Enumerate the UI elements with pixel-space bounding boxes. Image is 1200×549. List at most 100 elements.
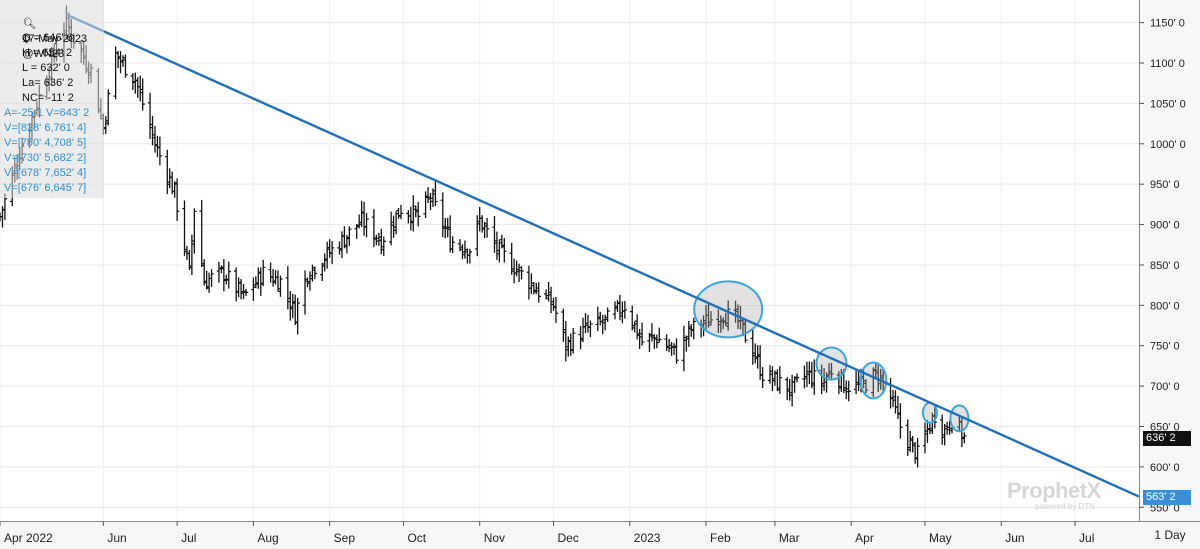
info-v5: V=[676' 6,645' 7] xyxy=(4,182,87,194)
brand-tagline: powered by DTN xyxy=(1035,502,1096,511)
price-bar xyxy=(152,125,158,153)
price-bar xyxy=(460,244,465,260)
info-date: 🔍︎ 17-May-2023 xyxy=(22,17,88,46)
price-bar xyxy=(174,178,180,221)
price-bar xyxy=(342,226,347,249)
price-bar xyxy=(743,319,748,343)
price-bar xyxy=(170,171,175,195)
price-bar xyxy=(337,241,342,255)
price-bar xyxy=(639,322,645,346)
trendline-group[interactable] xyxy=(65,13,1140,498)
price-bar xyxy=(654,334,660,349)
price-bar xyxy=(374,234,379,246)
price-bar xyxy=(256,267,261,289)
highlight-circle xyxy=(949,404,970,433)
price-bar xyxy=(327,239,332,258)
price-bar xyxy=(322,253,327,272)
ohlc-bars xyxy=(0,5,967,468)
price-bar xyxy=(789,374,795,407)
price-bar xyxy=(138,75,143,102)
price-bar xyxy=(671,343,677,355)
price-bar xyxy=(140,78,145,111)
price-bar xyxy=(962,432,967,444)
info-panel: 🔍︎ 17-May-2023 ◇ @WN23 O = 646' 6 H = 65… xyxy=(0,0,104,198)
price-bar xyxy=(130,73,136,90)
gridlines xyxy=(0,0,1139,521)
price-bar xyxy=(288,291,293,321)
price-bar xyxy=(123,54,128,78)
price-bar xyxy=(588,320,593,338)
info-last: La= 636' 2 xyxy=(22,77,74,89)
price-bar xyxy=(492,216,497,253)
info-trendline-a: A=-25,1 V=643' 2 xyxy=(4,107,90,119)
price-bar xyxy=(165,149,170,195)
price-bar xyxy=(807,361,812,385)
price-bar xyxy=(157,136,163,166)
price-bar xyxy=(514,260,519,277)
price-bar xyxy=(189,234,195,275)
price-bar xyxy=(106,89,111,126)
info-v2: V=[750' 4,708' 5] xyxy=(4,137,87,149)
price-bar xyxy=(275,270,281,292)
price-bar xyxy=(147,92,153,139)
price-bar xyxy=(905,419,910,457)
price-bar xyxy=(669,342,674,356)
price-bar xyxy=(753,343,758,364)
price-bar xyxy=(760,367,765,389)
price-bar xyxy=(583,313,588,334)
price-bar xyxy=(118,51,123,74)
price-bar xyxy=(898,403,903,439)
price-bar xyxy=(829,362,834,380)
price-bar xyxy=(895,395,901,419)
price-bar xyxy=(182,200,187,256)
info-v4: V=[678' 7,652' 4] xyxy=(4,167,87,179)
price-bar xyxy=(912,442,918,464)
price-bar xyxy=(792,376,797,393)
price-bar xyxy=(120,55,126,67)
price-bar xyxy=(888,377,893,409)
info-symbol: ◇ @WN23 xyxy=(22,32,65,61)
price-bar xyxy=(802,365,807,389)
price-bar xyxy=(910,435,915,453)
price-bar xyxy=(548,286,554,314)
price-bar xyxy=(620,301,625,324)
price-bar xyxy=(251,277,256,301)
price-bar xyxy=(450,236,455,254)
price-bar xyxy=(398,204,404,220)
price-bar xyxy=(477,206,482,232)
info-net-change: NC= -11' 2 xyxy=(22,92,74,104)
highlight-circle xyxy=(693,280,764,339)
price-bar xyxy=(775,369,780,392)
price-bar xyxy=(531,282,537,295)
price-bar xyxy=(634,314,640,340)
price-bar xyxy=(361,201,367,236)
price-bar xyxy=(302,270,308,315)
price-bar xyxy=(423,191,428,218)
price-bar xyxy=(787,378,792,401)
price-bar xyxy=(932,404,938,429)
price-bar xyxy=(846,380,851,402)
price-bar xyxy=(570,327,576,354)
period-selector[interactable]: 1 Day xyxy=(1140,521,1200,549)
price-bar xyxy=(922,422,928,454)
price-bar xyxy=(615,300,620,313)
price-bar xyxy=(649,323,655,342)
price-bar xyxy=(376,232,382,246)
price-bar xyxy=(750,328,755,365)
price-bar xyxy=(359,200,364,228)
price-bar xyxy=(612,301,618,320)
price-bar xyxy=(529,273,534,295)
price-bar xyxy=(563,321,569,362)
price-bar xyxy=(519,266,524,280)
price-bar xyxy=(312,266,318,280)
x-axis[interactable] xyxy=(0,521,1140,549)
price-bar xyxy=(408,206,414,231)
price-bar xyxy=(755,345,760,369)
price-bar xyxy=(465,248,470,264)
price-bar xyxy=(293,294,298,325)
price-bar xyxy=(632,321,637,333)
price-bar xyxy=(447,215,453,253)
price-bar xyxy=(406,210,411,224)
